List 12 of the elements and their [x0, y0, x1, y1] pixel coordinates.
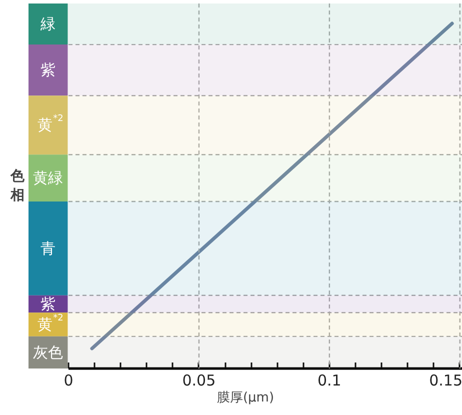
band-label: 灰色 — [33, 343, 64, 362]
band-label: 紫 — [40, 294, 56, 313]
x-tick-label: 0.1 — [318, 372, 342, 390]
x-tick-label: 0 — [64, 372, 74, 390]
band-label: 緑 — [40, 15, 56, 34]
band-label: 紫 — [40, 61, 56, 80]
x-axis-title: 膜厚(μm) — [216, 390, 274, 406]
x-tick-label: 0.15 — [429, 372, 462, 390]
y-axis-title: 色相 — [10, 168, 26, 204]
band-label: 青 — [40, 239, 56, 258]
band-label: 黄緑 — [33, 169, 64, 188]
x-tick-label: 0.05 — [182, 372, 216, 390]
